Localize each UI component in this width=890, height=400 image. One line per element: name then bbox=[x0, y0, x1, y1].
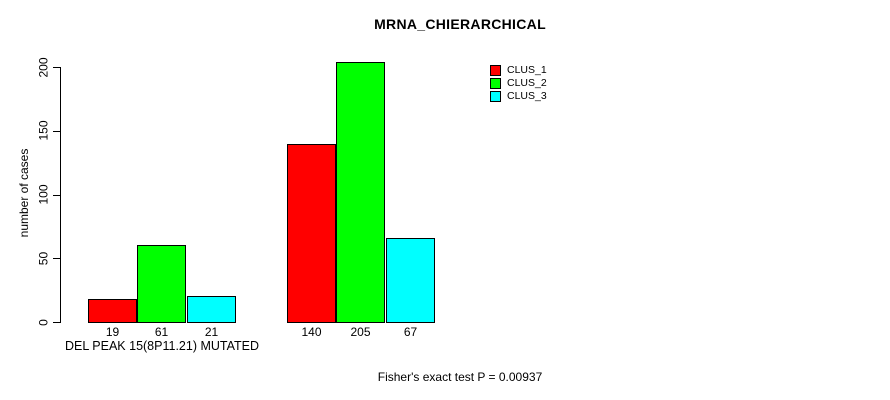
bar-value-label: 21 bbox=[204, 325, 219, 339]
y-tick-label: 50 bbox=[36, 251, 51, 266]
footnote-fisher-test: Fisher's exact test P = 0.00937 bbox=[377, 370, 543, 384]
y-tick-label: 150 bbox=[36, 120, 51, 141]
bar-clus_3-group2 bbox=[386, 238, 435, 323]
legend-label: CLUS_2 bbox=[507, 77, 547, 89]
chart-title: MRNA_CHIERARCHICAL bbox=[374, 16, 546, 32]
y-tick-mark bbox=[53, 258, 60, 259]
y-tick-mark bbox=[53, 131, 60, 132]
legend-swatch-clus_1 bbox=[490, 65, 501, 76]
bar-clus_2-group2 bbox=[336, 62, 385, 323]
bar-value-label: 140 bbox=[301, 325, 322, 339]
legend-label: CLUS_1 bbox=[507, 64, 547, 76]
legend-swatch-clus_3 bbox=[490, 91, 501, 102]
bar-value-label: 19 bbox=[105, 325, 120, 339]
y-tick-label: 200 bbox=[36, 57, 51, 78]
y-tick-label: 100 bbox=[36, 184, 51, 205]
bar-value-label: 61 bbox=[154, 325, 169, 339]
x-axis-group-label: DEL PEAK 15(8P11.21) MUTATED bbox=[64, 339, 260, 353]
legend-label: CLUS_3 bbox=[507, 90, 547, 102]
bar-clus_1-group2 bbox=[287, 144, 336, 323]
bar-value-label: 205 bbox=[350, 325, 371, 339]
y-axis-title: number of cases bbox=[17, 148, 31, 238]
legend-swatch-clus_2 bbox=[490, 78, 501, 89]
y-tick-mark bbox=[53, 195, 60, 196]
bar-clus_1-group1 bbox=[88, 299, 137, 323]
bar-clus_2-group1 bbox=[137, 245, 186, 323]
legend-row-clus_1: CLUS_1 bbox=[490, 64, 547, 77]
y-tick-mark bbox=[53, 322, 60, 323]
y-axis-line bbox=[60, 67, 61, 323]
y-tick-label: 0 bbox=[36, 319, 51, 326]
legend-row-clus_3: CLUS_3 bbox=[490, 90, 547, 103]
bar-clus_3-group1 bbox=[187, 296, 236, 323]
y-tick-mark bbox=[53, 67, 60, 68]
legend: CLUS_1 CLUS_2 CLUS_3 bbox=[490, 64, 547, 103]
bar-value-label: 67 bbox=[403, 325, 418, 339]
legend-row-clus_2: CLUS_2 bbox=[490, 77, 547, 90]
